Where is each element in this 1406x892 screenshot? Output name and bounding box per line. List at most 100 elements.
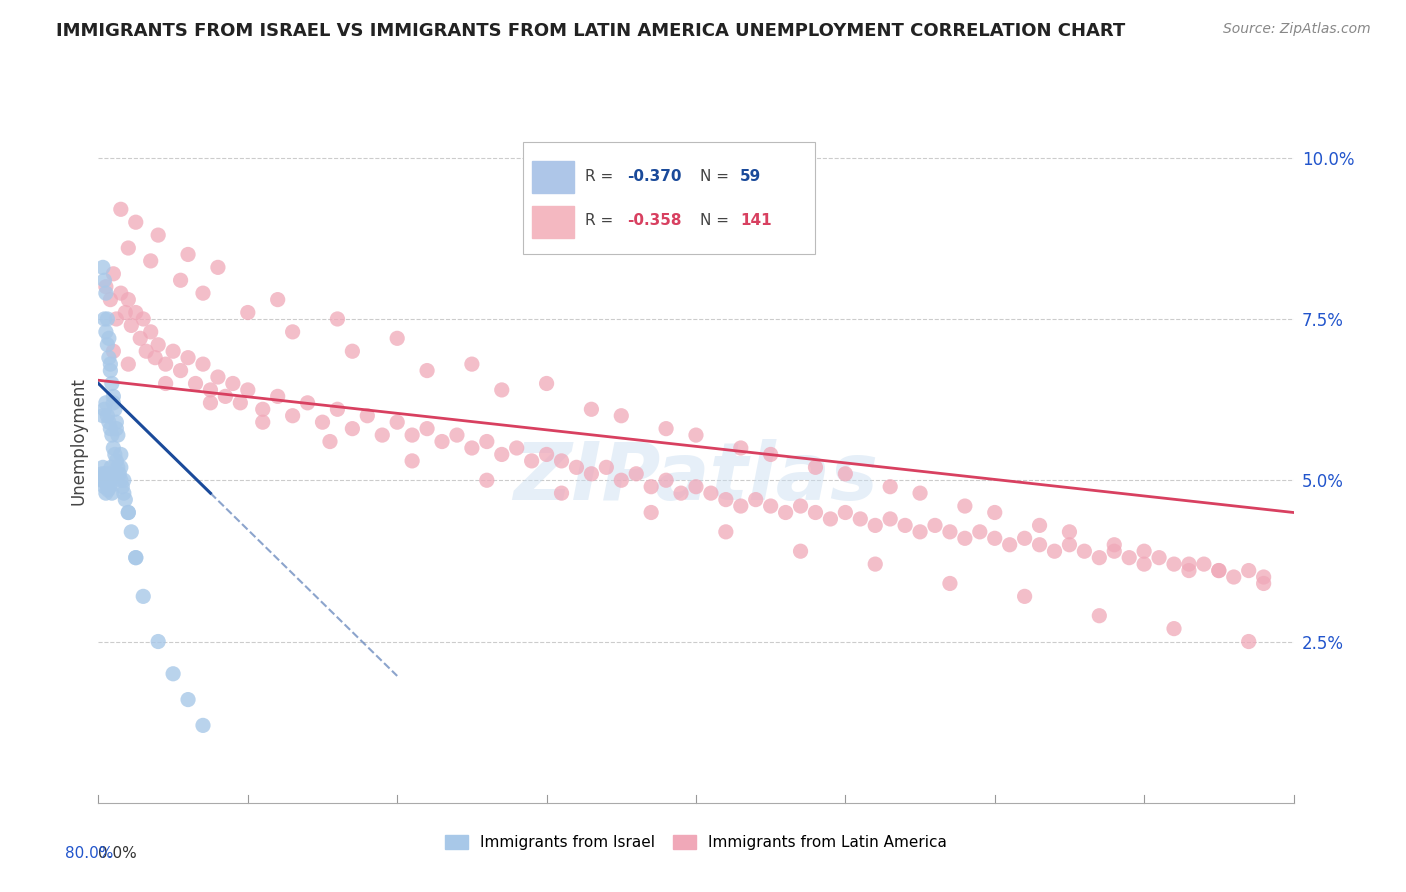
Point xyxy=(1208,564,1230,578)
Point xyxy=(107,428,129,442)
Point xyxy=(1028,538,1050,552)
Point xyxy=(91,409,114,423)
Point xyxy=(326,402,349,417)
Point xyxy=(96,409,118,423)
Point xyxy=(132,590,155,604)
Point xyxy=(252,415,274,429)
Point xyxy=(98,363,122,377)
Point xyxy=(139,253,162,268)
Point xyxy=(342,422,364,436)
Point xyxy=(1192,557,1215,571)
Point xyxy=(98,480,121,494)
Point xyxy=(114,492,136,507)
Point xyxy=(804,506,827,520)
Point xyxy=(104,447,127,461)
Point xyxy=(110,447,132,461)
Point xyxy=(1059,538,1081,552)
Point xyxy=(1133,557,1156,571)
Point xyxy=(148,228,170,243)
Point xyxy=(610,409,633,423)
Point xyxy=(1028,518,1050,533)
Point xyxy=(162,344,184,359)
Point xyxy=(865,557,887,571)
Point xyxy=(236,383,259,397)
Point xyxy=(177,247,200,261)
Point xyxy=(1104,538,1126,552)
Point xyxy=(96,312,118,326)
Point xyxy=(416,422,439,436)
Point xyxy=(281,409,304,423)
Point xyxy=(894,518,917,533)
Point xyxy=(565,460,588,475)
Point xyxy=(191,286,214,301)
Point xyxy=(125,305,148,319)
Point xyxy=(804,460,827,475)
Point xyxy=(101,470,124,484)
Point xyxy=(430,434,453,449)
Point xyxy=(112,486,135,500)
Text: N =: N = xyxy=(700,169,734,184)
Point xyxy=(385,415,409,429)
Text: R =: R = xyxy=(585,213,619,228)
Point xyxy=(117,506,139,520)
Text: Source: ZipAtlas.com: Source: ZipAtlas.com xyxy=(1223,22,1371,37)
Point xyxy=(105,454,128,468)
Point xyxy=(110,286,132,301)
Point xyxy=(908,524,931,539)
Point xyxy=(1253,570,1275,584)
Point xyxy=(924,518,946,533)
Point xyxy=(110,202,132,217)
Point xyxy=(120,318,142,333)
Point xyxy=(775,506,797,520)
Point xyxy=(100,460,122,475)
Point xyxy=(101,486,124,500)
Point xyxy=(581,467,603,481)
Point xyxy=(326,312,349,326)
FancyBboxPatch shape xyxy=(533,206,574,238)
Text: 141: 141 xyxy=(740,213,772,228)
Point xyxy=(93,473,115,487)
Point xyxy=(98,293,122,307)
Legend: Immigrants from Israel, Immigrants from Latin America: Immigrants from Israel, Immigrants from … xyxy=(439,830,953,856)
Point xyxy=(97,483,120,497)
Point xyxy=(356,409,378,423)
Point xyxy=(745,492,768,507)
Point xyxy=(94,467,117,481)
Point xyxy=(207,370,229,384)
Point xyxy=(98,473,122,487)
Point xyxy=(114,305,136,319)
Point xyxy=(107,460,129,475)
Point xyxy=(105,312,128,326)
Point xyxy=(700,486,723,500)
Point xyxy=(108,467,131,481)
Text: -0.358: -0.358 xyxy=(627,213,681,228)
Point xyxy=(103,267,125,281)
Point xyxy=(342,344,364,359)
Point xyxy=(120,524,142,539)
Point xyxy=(1088,550,1111,565)
Y-axis label: Unemployment: Unemployment xyxy=(69,377,87,506)
Point xyxy=(98,357,122,371)
Point xyxy=(640,506,662,520)
Point xyxy=(879,480,901,494)
Point xyxy=(626,467,648,481)
Point xyxy=(998,538,1021,552)
Point xyxy=(610,473,633,487)
Point xyxy=(1163,622,1185,636)
Point xyxy=(104,402,127,417)
Point xyxy=(91,460,114,475)
Point xyxy=(162,666,184,681)
Point xyxy=(491,383,513,397)
Text: 80.0%: 80.0% xyxy=(65,847,114,861)
FancyBboxPatch shape xyxy=(533,161,574,194)
Point xyxy=(759,447,782,461)
Point xyxy=(236,305,259,319)
Point xyxy=(1253,576,1275,591)
Point xyxy=(550,454,572,468)
Point xyxy=(1014,531,1036,545)
Point xyxy=(103,441,125,455)
Point xyxy=(1237,634,1260,648)
Point xyxy=(125,550,148,565)
Point xyxy=(143,351,166,365)
Point xyxy=(97,415,120,429)
